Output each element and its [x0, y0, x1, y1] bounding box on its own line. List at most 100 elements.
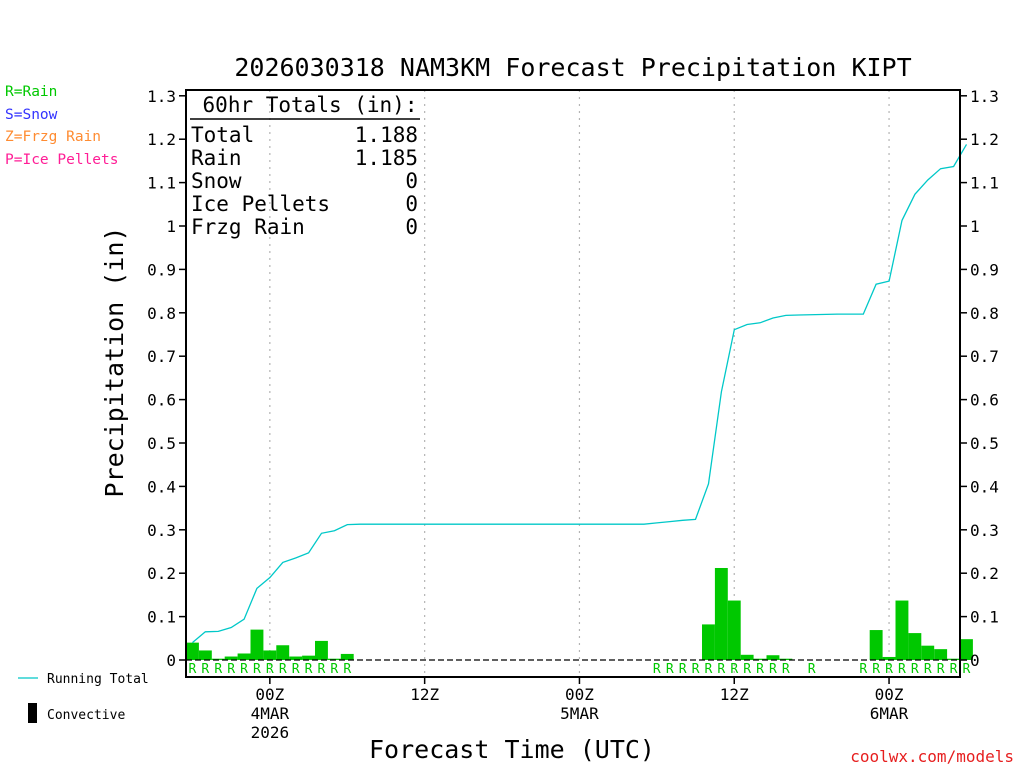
- legend-frzg-rain: Z=Frzg Rain: [5, 129, 101, 145]
- precip-type-marker-h37: R: [666, 662, 674, 677]
- precip-type-marker-h46: R: [782, 662, 790, 677]
- y-tick-label-right-7: 0.7: [970, 347, 999, 366]
- y-tick-label-right-9: 0.9: [970, 260, 999, 279]
- precip-type-marker-h56: R: [911, 662, 919, 677]
- precip-type-marker-h8: R: [292, 662, 300, 677]
- x-axis-label: Forecast Time (UTC): [369, 735, 655, 764]
- precip-bar-h2: [211, 658, 225, 660]
- y-tick-label-right-12: 1.2: [970, 130, 999, 149]
- precip-bar-h9: [302, 655, 315, 660]
- y-tick-label-left-8: 0.8: [147, 304, 176, 323]
- totals-value-total: 1.188: [355, 123, 418, 147]
- y-tick-label-left-3: 0.3: [147, 521, 176, 540]
- precip-bar-h0: [186, 642, 199, 660]
- y-tick-label-right-4: 0.4: [970, 477, 999, 496]
- legend-snow: S=Snow: [5, 107, 58, 123]
- y-tick-label-left-5: 0.5: [147, 434, 176, 453]
- legend-running-total: Running Total: [47, 672, 149, 687]
- x-tick-label-0-2: 2026: [251, 723, 290, 742]
- precip-type-marker-h54: R: [885, 662, 893, 677]
- precip-bar-h4: [237, 653, 251, 660]
- precip-type-marker-h40: R: [705, 662, 713, 677]
- chart-title: 2026030318 NAM3KM Forecast Precipitation…: [234, 53, 911, 82]
- precip-type-marker-h53: R: [872, 662, 880, 677]
- precip-bar-h56: [908, 633, 922, 660]
- precip-type-marker-h52: R: [859, 662, 867, 677]
- y-tick-label-left-9: 0.9: [147, 260, 176, 279]
- precip-type-marker-h6: R: [266, 662, 274, 677]
- precip-type-marker-h4: R: [240, 662, 248, 677]
- precip-type-marker-h42: R: [730, 662, 738, 677]
- precip-bar-h40: [702, 624, 715, 660]
- y-tick-label-left-1: 0.1: [147, 608, 176, 627]
- precip-type-marker-h11: R: [330, 662, 338, 677]
- precip-bar-h41: [714, 567, 728, 660]
- y-tick-label-right-0: 0: [970, 651, 980, 670]
- precip-bars: [186, 567, 973, 660]
- y-tick-label-left-13: 1.3: [147, 87, 176, 106]
- y-tick-label-right-13: 1.3: [970, 87, 999, 106]
- x-tick-label-0-1: 4MAR: [251, 704, 290, 723]
- y-tick-label-right-5: 0.5: [970, 434, 999, 453]
- precip-bar-h12: [340, 653, 354, 660]
- precip-type-marker-h45: R: [769, 662, 777, 677]
- precip-bar-h53: [869, 630, 883, 660]
- y-ticks-left: 0 0.1 0.2 0.3 0.4 0.5 0.6 0.7 0.8 0.9 1 1.1 1.2 1.3: [147, 87, 186, 670]
- legend-rain: R=Rain: [5, 84, 57, 100]
- totals-label-total: Total: [191, 123, 254, 147]
- x-tick-label-1-0: 12Z: [410, 685, 439, 704]
- y-tick-label-left-2: 0.2: [147, 564, 176, 583]
- precip-bar-h6: [263, 650, 277, 660]
- precip-type-marker-h3: R: [227, 662, 235, 677]
- x-tick-label-3-0: 12Z: [720, 685, 749, 704]
- precip-bar-h54: [882, 656, 896, 660]
- y-ticks-right: 0 0.1 0.2 0.3 0.4 0.5 0.6 0.7 0.8 0.9 1 1.1 1.2 1.3: [960, 87, 999, 670]
- precip-bar-h10: [315, 640, 328, 660]
- precip-type-marker-h59: R: [950, 662, 958, 677]
- precip-bar-h44: [753, 658, 767, 660]
- y-tick-label-left-0: 0: [166, 651, 176, 670]
- y-tick-label-right-8: 0.8: [970, 304, 999, 323]
- y-tick-label-right-2: 0.2: [970, 564, 999, 583]
- precip-type-marker-h7: R: [279, 662, 287, 677]
- precip-bar-h5: [250, 629, 264, 660]
- y-tick-label-left-10: 1: [166, 217, 176, 236]
- precip-bar-h55: [895, 600, 909, 660]
- precip-type-marker-h36: R: [653, 662, 661, 677]
- precip-type-marker-h60: R: [963, 662, 971, 677]
- precip-type-marker-h43: R: [743, 662, 751, 677]
- y-tick-label-right-1: 0.1: [970, 608, 999, 627]
- precip-bar-h45: [766, 655, 780, 660]
- precip-type-marker-h1: R: [201, 662, 209, 677]
- y-tick-label-left-11: 1.1: [147, 174, 176, 193]
- precip-bar-h42: [727, 600, 741, 660]
- precip-type-marker-h10: R: [318, 662, 326, 677]
- totals-value-rain: 1.185: [355, 146, 418, 170]
- precip-type-marker-h5: R: [253, 662, 261, 677]
- precip-type-marker-h48: R: [808, 662, 816, 677]
- y-axis-label: Precipitation (in): [100, 227, 129, 498]
- convective-swatch: [28, 703, 37, 723]
- y-tick-label-left-4: 0.4: [147, 477, 176, 496]
- precip-type-marker-h12: R: [343, 662, 351, 677]
- x-tick-label-2-1: 5MAR: [560, 704, 599, 723]
- y-tick-label-right-3: 0.3: [970, 521, 999, 540]
- precip-type-marker-h2: R: [214, 662, 222, 677]
- precip-bar-h60: [960, 639, 973, 660]
- precip-bar-h43: [740, 654, 754, 660]
- precip-bar-h1: [198, 650, 212, 660]
- totals-value-ice-pellets: 0: [405, 192, 418, 216]
- y-tick-label-right-10: 1: [970, 217, 980, 236]
- y-tick-label-left-7: 0.7: [147, 347, 176, 366]
- totals-label-frzg-rain: Frzg Rain: [191, 215, 305, 239]
- precip-bar-h59: [947, 658, 960, 660]
- plot-frame: [185, 89, 961, 678]
- credit-text: coolwx.com/models: [850, 747, 1014, 766]
- vertical-gridlines: [269, 90, 890, 677]
- legend-ice-pellets: P=Ice Pellets: [5, 152, 119, 168]
- x-tick-label-4-0: 00Z: [875, 685, 904, 704]
- totals-label-rain: Rain: [191, 146, 242, 170]
- totals-label-snow: Snow: [191, 169, 242, 193]
